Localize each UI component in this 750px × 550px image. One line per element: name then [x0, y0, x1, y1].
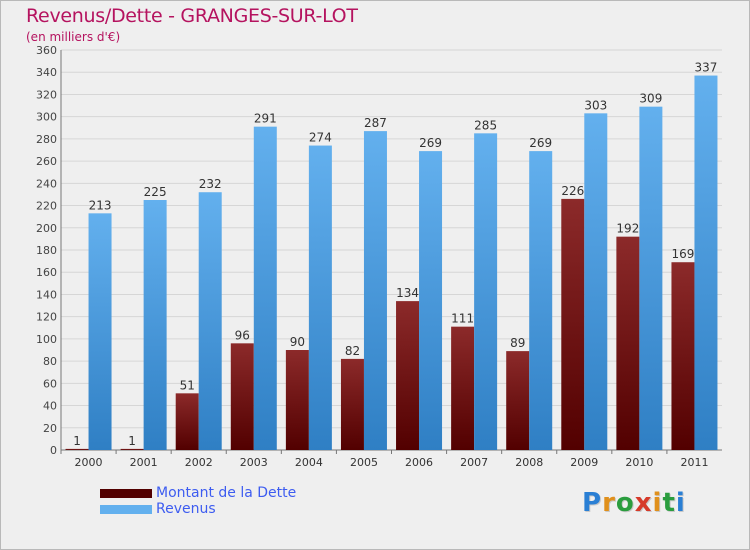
data-label-revenue: 303 [584, 98, 607, 112]
y-tick-label: 220 [36, 200, 57, 213]
axes: 0 20 40 60 80 100 120 140 160 180 200 220 240 260 280 3… [36, 44, 722, 469]
bar-debt [340, 358, 364, 450]
y-tick-label: 40 [43, 400, 57, 413]
y-tick-label: 360 [36, 44, 57, 57]
bar-revenue [198, 192, 222, 450]
proxiti-logo: Proxiti [582, 488, 686, 518]
data-label-debt: 89 [510, 336, 525, 350]
bars [65, 75, 718, 451]
bar-debt [396, 301, 420, 450]
x-tick-label: 2011 [680, 456, 708, 469]
x-tick-label: 2006 [405, 456, 433, 469]
data-label-debt: 226 [561, 184, 584, 198]
legend-item-debt: Montant de la Dette [100, 485, 296, 501]
bar-revenue [143, 200, 167, 450]
data-label-revenue: 213 [89, 198, 112, 212]
bar-revenue [88, 213, 112, 450]
bar-revenue [474, 133, 498, 451]
bar-revenue [419, 151, 443, 450]
legend-label-debt: Montant de la Dette [156, 485, 297, 501]
y-tick-label: 100 [36, 333, 57, 346]
y-tick-label: 260 [36, 155, 57, 168]
bar-revenue [308, 145, 332, 451]
data-label-revenue: 269 [419, 136, 442, 150]
data-label-debt: 96 [235, 328, 250, 342]
legend-swatch-revenue [100, 504, 152, 514]
legend-label-revenue: Revenus [156, 501, 216, 517]
data-label-debt: 51 [180, 378, 195, 392]
bar-debt [616, 236, 640, 450]
x-tick-label: 2007 [460, 456, 488, 469]
legend-swatch-debt [100, 488, 152, 498]
x-tick-label: 2001 [130, 456, 158, 469]
y-tick-label: 0 [50, 444, 57, 457]
bar-revenue [639, 106, 663, 451]
bar-debt [285, 350, 309, 450]
data-label-revenue: 337 [695, 61, 718, 75]
legend-item-revenue: Revenus [100, 501, 296, 517]
bar-debt [506, 351, 530, 450]
chart-title: Revenus/Dette - GRANGES-SUR-LOT [26, 5, 358, 27]
y-tick-label: 200 [36, 222, 57, 235]
x-tick-label: 2003 [240, 456, 268, 469]
grid [61, 49, 722, 429]
data-label-debt: 192 [616, 222, 639, 236]
x-tick-label: 2004 [295, 456, 323, 469]
x-tick-label: 2005 [350, 456, 378, 469]
x-tick-label: 2009 [570, 456, 598, 469]
data-label-debt: 1 [128, 434, 136, 448]
data-label-debt: 134 [396, 286, 419, 300]
data-label-revenue: 269 [529, 136, 552, 150]
y-tick-label: 340 [36, 66, 57, 79]
bar-debt [120, 448, 144, 450]
bar-debt [230, 343, 254, 450]
x-tick-label: 2010 [625, 456, 653, 469]
y-tick-label: 160 [36, 266, 57, 279]
bar-revenue [529, 151, 553, 450]
y-tick-label: 320 [36, 88, 57, 101]
data-label-revenue: 274 [309, 131, 332, 145]
y-tick-label: 140 [36, 288, 57, 301]
data-label-debt: 82 [345, 344, 360, 358]
y-tick-label: 280 [36, 133, 57, 146]
bar-debt [671, 262, 695, 450]
bar-revenue [694, 75, 718, 451]
bar-revenue [363, 131, 387, 450]
bar-revenue [584, 113, 608, 450]
chart-subtitle: (en milliers d'€) [26, 30, 121, 44]
bar-debt [451, 326, 475, 450]
data-label-revenue: 232 [199, 177, 222, 191]
data-label-revenue: 291 [254, 112, 277, 126]
y-tick-label: 180 [36, 244, 57, 257]
data-label-revenue: 285 [474, 118, 497, 132]
bar-debt [561, 198, 585, 450]
x-tick-label: 2002 [185, 456, 213, 469]
data-label-debt: 111 [451, 312, 474, 326]
y-tick-label: 60 [43, 377, 57, 390]
data-label-debt: 169 [672, 247, 695, 261]
data-label-revenue: 225 [144, 185, 167, 199]
x-tick-label: 2000 [75, 456, 103, 469]
y-tick-label: 240 [36, 177, 57, 190]
y-tick-label: 20 [43, 422, 57, 435]
data-label-revenue: 309 [639, 92, 662, 106]
bar-debt [175, 393, 199, 450]
x-tick-label: 2008 [515, 456, 543, 469]
y-tick-label: 120 [36, 311, 57, 324]
y-tick-label: 80 [43, 355, 57, 368]
bar-revenue [253, 126, 277, 451]
legend: Montant de la Dette Revenus [100, 485, 296, 517]
y-tick-label: 300 [36, 111, 57, 124]
data-label-debt: 1 [73, 434, 81, 448]
data-label-revenue: 287 [364, 116, 387, 130]
bar-debt [65, 448, 89, 450]
data-labels: 1 213 1 225 51 232 96 291 90 274 82 287 134 269 111 285… [73, 61, 717, 448]
data-label-debt: 90 [290, 335, 305, 349]
